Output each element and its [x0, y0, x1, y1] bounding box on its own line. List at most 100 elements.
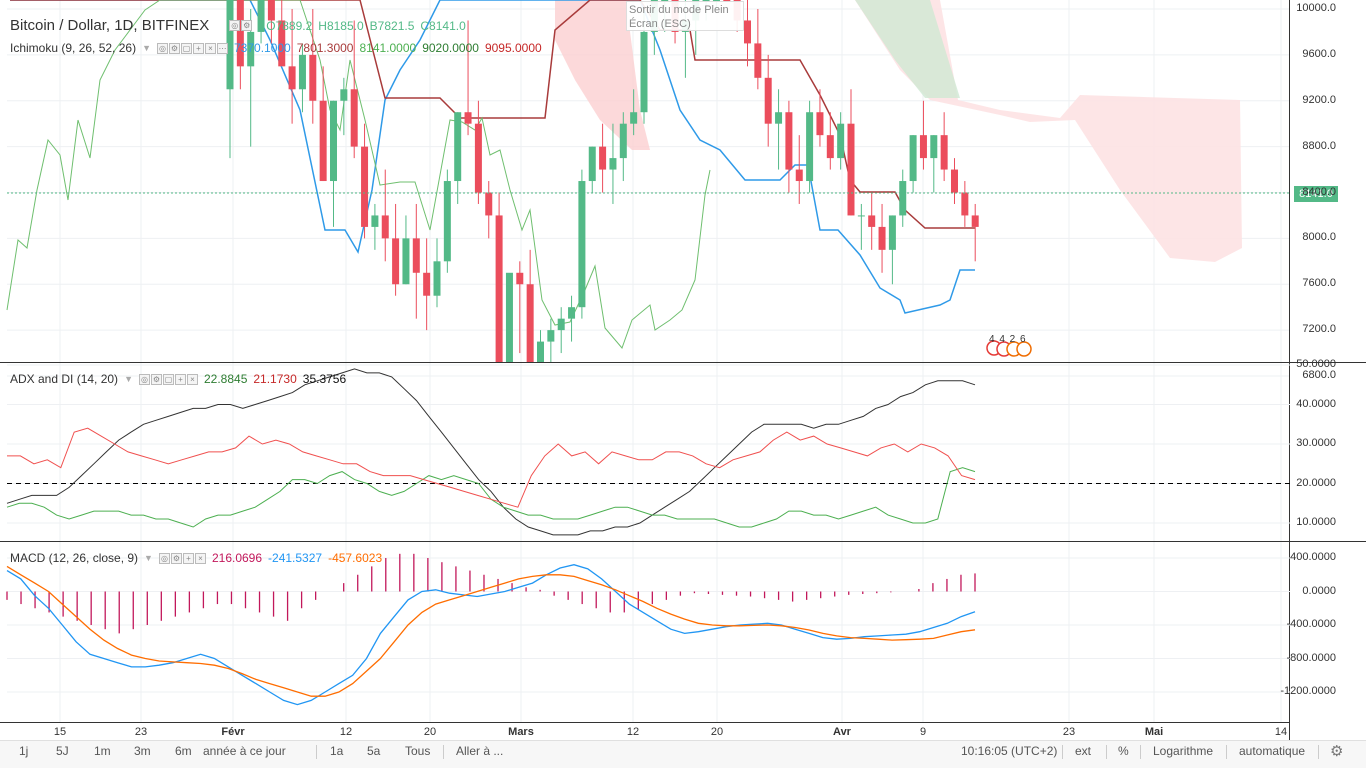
eye-icon: ◎ [229, 20, 241, 31]
candle-body [464, 112, 472, 124]
kumo-red [555, 0, 650, 150]
candle-body [712, 0, 720, 1]
time-tick-label: 20 [710, 726, 724, 738]
close-icon: × [186, 373, 198, 385]
ext-toggle[interactable]: ext [1075, 744, 1092, 758]
candle-body [392, 238, 400, 285]
time-tick-label: 12 [626, 726, 640, 738]
gear-icon: ⚙ [170, 552, 182, 564]
candle-body [961, 192, 969, 216]
percent-toggle[interactable]: % [1118, 744, 1129, 758]
plus-icon: + [182, 552, 194, 564]
range-1y[interactable]: 1a [330, 744, 344, 758]
candle-body [412, 238, 420, 273]
axis-tick-label: 8000.0 [1302, 231, 1336, 244]
candle-body [878, 226, 886, 250]
range-5d[interactable]: 5J [56, 744, 69, 758]
log-toggle[interactable]: Logarithme [1153, 744, 1214, 758]
time-tick-label: Avr [833, 726, 851, 738]
adx-legend: ADX and DI (14, 20) ▼ ◎ ⚙ ▢ + × 22.8845 21.1… [10, 372, 346, 386]
candle-body [350, 89, 358, 147]
diminus-line [7, 427, 976, 508]
candle-body [433, 261, 441, 296]
candle-body [257, 0, 265, 32]
ichimoku-controls[interactable]: ◎ ⚙ ▢ + × ⋯ [157, 42, 228, 54]
ichimoku-val-5: 9095.0000 [484, 41, 542, 55]
time-tick-label: 9 [919, 726, 927, 738]
axis-tick-label: 9200.0 [1302, 93, 1336, 106]
ohlc-open: O7889.2 [266, 18, 313, 33]
adx-line [6, 368, 976, 536]
event-badge-text: 4 4 2 6 [989, 334, 1027, 345]
candle-body [868, 215, 876, 227]
adx-val-3: 35.3756 [302, 372, 347, 386]
candle-body [402, 238, 410, 285]
candle-body [330, 100, 337, 182]
range-6m[interactable]: 6m [175, 744, 192, 758]
divider [316, 745, 317, 759]
candle-body [619, 123, 627, 159]
candle-body [557, 318, 565, 331]
candle-body [899, 181, 907, 216]
goto-button[interactable]: Aller à ... [456, 744, 504, 758]
range-1m[interactable]: 1m [94, 744, 111, 758]
time-tick-label: 15 [53, 726, 67, 738]
range-all[interactable]: Tous [405, 744, 431, 758]
macd-label[interactable]: MACD (12, 26, close, 9) [10, 551, 139, 565]
kumo-green [855, 0, 960, 98]
eye-icon: ◎ [157, 42, 168, 54]
range-5y[interactable]: 5a [367, 744, 381, 758]
candle-body [806, 112, 814, 182]
settings-gear-icon[interactable]: ⚙ [1330, 743, 1344, 760]
candle-body [723, 0, 731, 1]
adx-label[interactable]: ADX and DI (14, 20) [10, 372, 119, 386]
candle-body [785, 112, 793, 170]
event-badge[interactable]: 4 4 2 6 [986, 334, 1042, 358]
candle-body [816, 112, 824, 136]
axis-tick-label: 8800.0 [1302, 139, 1336, 152]
tooltip-line-2: Écran (ESC) [629, 18, 691, 30]
candle-body [371, 215, 379, 227]
candle-body [505, 272, 513, 362]
chevron-down-icon: ▼ [142, 43, 151, 53]
axis-tick-label: 7200.0 [1302, 323, 1336, 336]
ichimoku-label[interactable]: Ichimoku (9, 26, 52, 26) [10, 41, 137, 55]
symbol-title[interactable]: Bitcoin / Dollar, 1D, BITFINEX [10, 17, 210, 34]
ichimoku-val-4: 9020.0000 [422, 41, 479, 55]
candle-body [340, 89, 348, 101]
candle-body [919, 135, 927, 159]
range-1d[interactable]: 1j [19, 744, 29, 758]
main-legend: Bitcoin / Dollar, 1D, BITFINEX ◎ ⚙ O7889.… [10, 17, 466, 34]
main-controls[interactable]: ◎ ⚙ [229, 20, 253, 31]
divider [1062, 745, 1063, 759]
candle-body [526, 284, 534, 362]
fullscreen-tooltip: Sortir du mode Plein Écran (ESC) [626, 1, 744, 31]
auto-toggle[interactable]: automatique [1239, 744, 1306, 758]
candle-body [278, 20, 286, 67]
adx-val-2: 21.1730 [253, 372, 297, 386]
range-3m[interactable]: 3m [134, 744, 151, 758]
macd-controls[interactable]: ◎ ⚙ + × [158, 552, 206, 564]
axis-tick-label: 0.0000 [1302, 584, 1336, 597]
macd-val-2: -241.5327 [268, 551, 323, 565]
source-icon: ▢ [162, 373, 174, 385]
candle-body [298, 54, 306, 90]
axis-tick-label: -800.0000 [1286, 651, 1336, 664]
candle-body [381, 215, 389, 239]
time-tick-label: Févr [221, 726, 245, 738]
candle-body [609, 158, 617, 170]
tenkan-line [10, 0, 975, 314]
last-price-label: 8141.0 [1294, 186, 1338, 202]
diplus-line [6, 467, 976, 528]
candle-body [971, 215, 979, 227]
candle-body [423, 272, 431, 296]
axis-tick-label: 10000.0 [1296, 2, 1336, 14]
axis-tick-label: 6800.0 [1302, 369, 1336, 381]
chikou-line [6, 0, 711, 349]
range-ytd[interactable]: année à ce jour [203, 744, 286, 758]
candle-body [361, 146, 369, 227]
adx-controls[interactable]: ◎ ⚙ ▢ + × [138, 373, 198, 385]
macd-val-3: -457.6023 [328, 551, 383, 565]
